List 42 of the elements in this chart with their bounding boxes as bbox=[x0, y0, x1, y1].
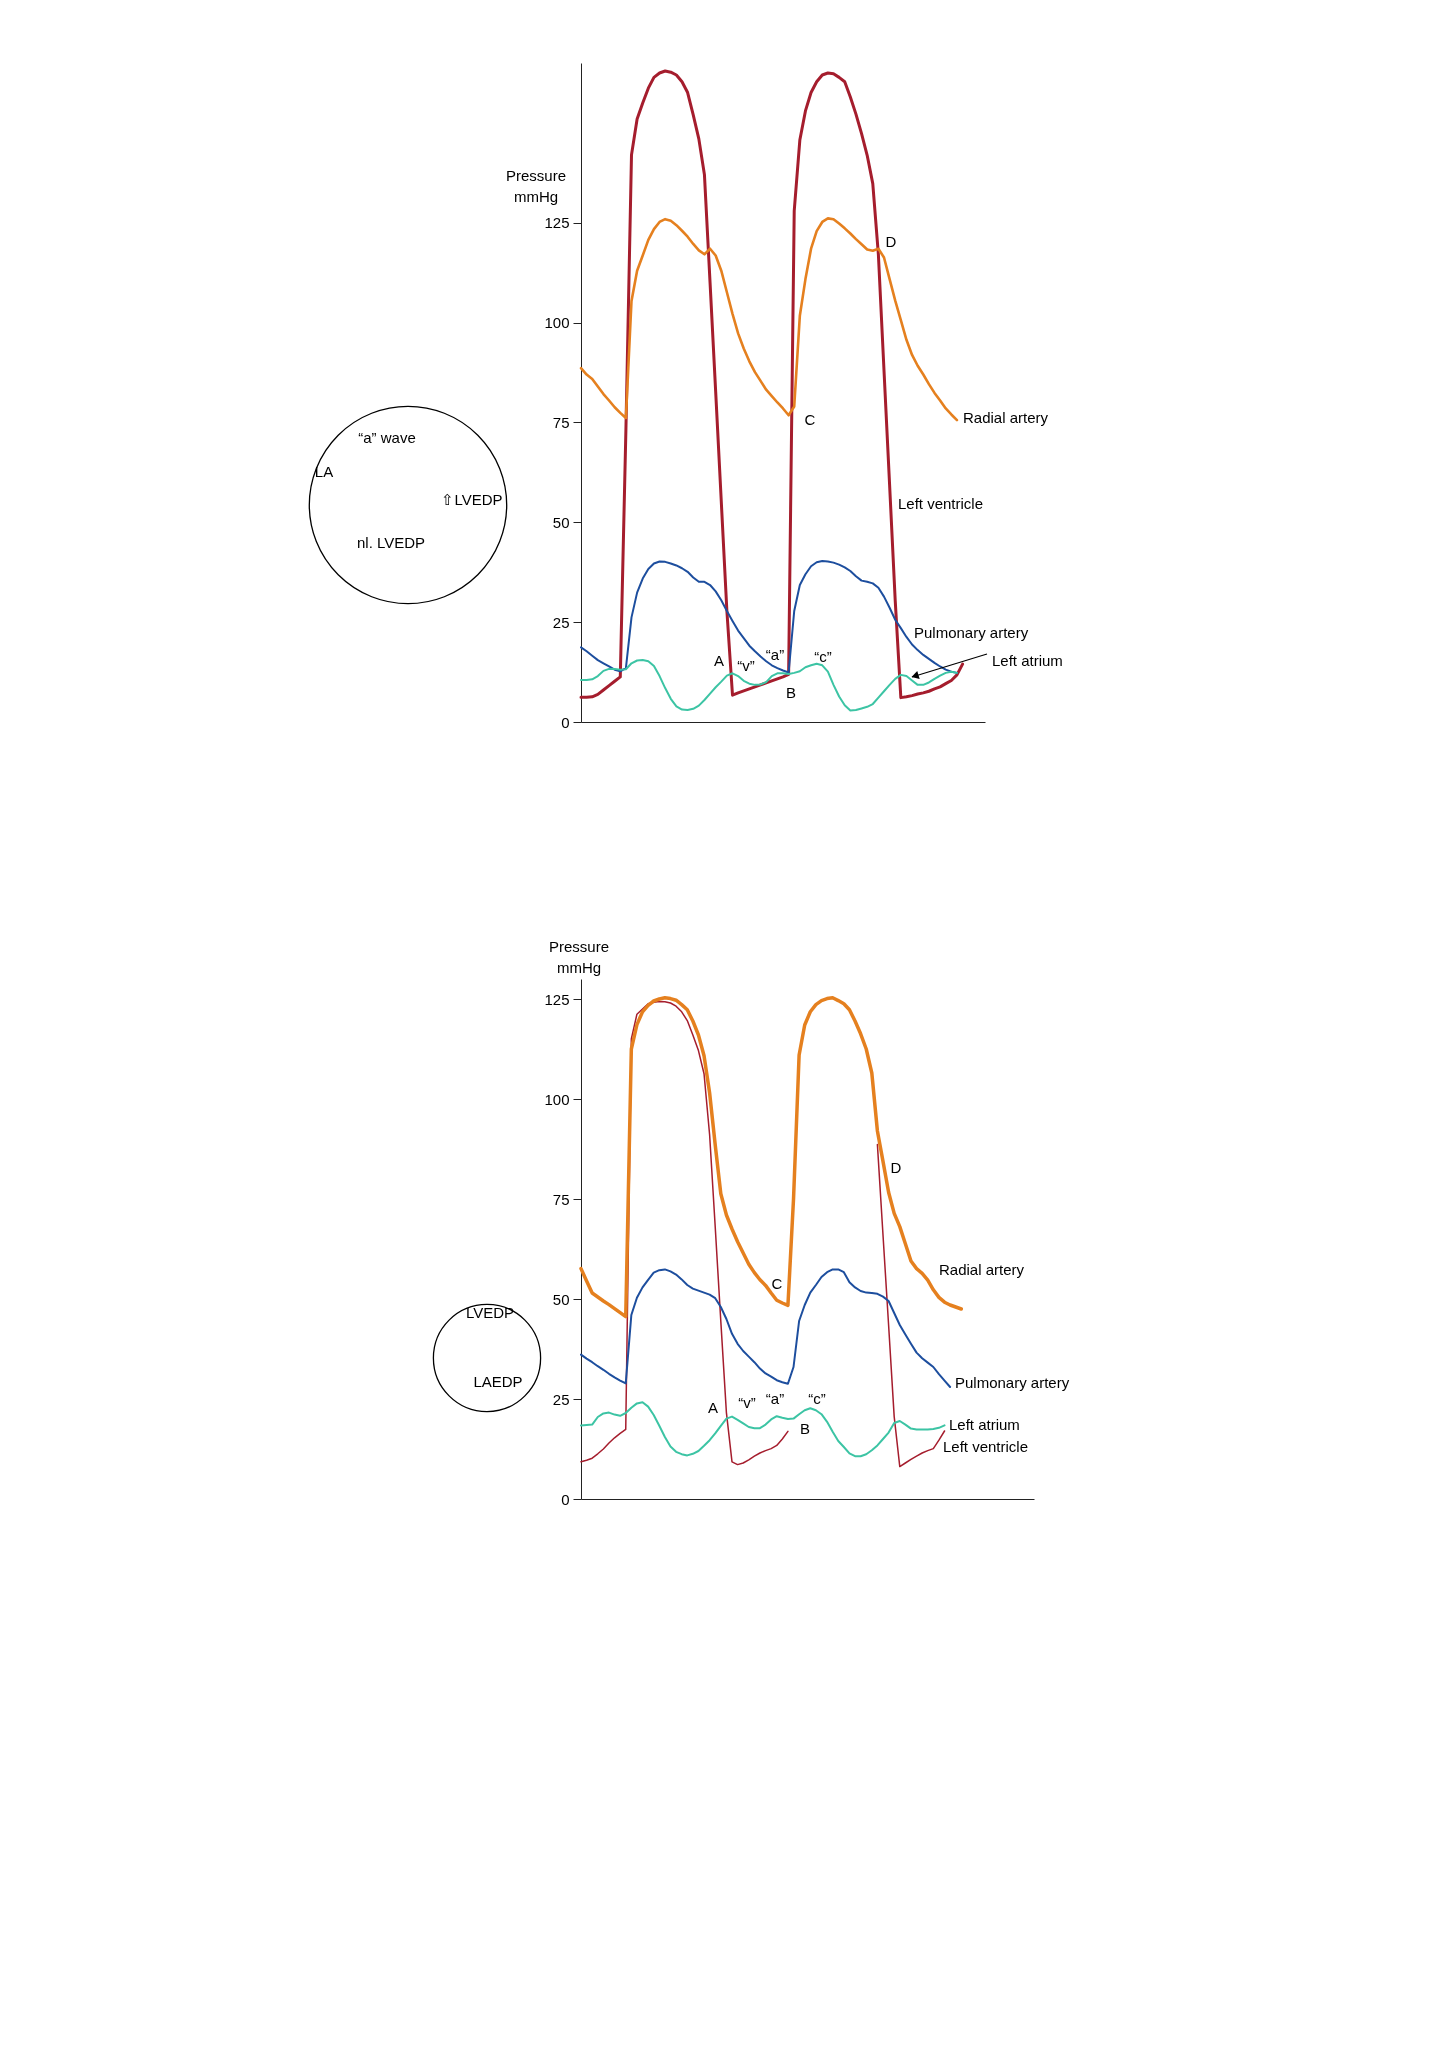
annotation: D bbox=[890, 1159, 902, 1176]
text: Left atrium bbox=[992, 652, 1063, 669]
annotation: B bbox=[799, 1420, 811, 1437]
annotation: “v” bbox=[737, 657, 755, 674]
annotation: A bbox=[707, 1399, 719, 1416]
annotation: “a” bbox=[765, 646, 785, 663]
y-tick-label: 25 bbox=[552, 613, 570, 631]
text: LVEDP bbox=[465, 1304, 515, 1321]
text: LA bbox=[314, 463, 334, 480]
y-tick-label: 50 bbox=[552, 513, 570, 531]
series-label: Radial artery bbox=[939, 1261, 1025, 1278]
series-label: Pulmonary artery bbox=[914, 624, 1029, 641]
series-label: Left atrium bbox=[949, 1416, 1020, 1433]
y-tick-label: 125 bbox=[544, 214, 570, 232]
annotation: “c” bbox=[808, 1390, 826, 1407]
series-label: Left ventricle bbox=[943, 1438, 1029, 1455]
y-tick-label: 0 bbox=[561, 1490, 570, 1508]
y-axis-title: Pressure mmHg bbox=[548, 938, 610, 976]
annotation: “v” bbox=[738, 1394, 756, 1411]
text: LAEDP bbox=[473, 1373, 523, 1390]
annotation: “a” bbox=[765, 1390, 785, 1407]
series-label: Pulmonary artery bbox=[955, 1374, 1070, 1391]
text: “a” wave bbox=[358, 429, 416, 446]
series-label: Radial artery bbox=[963, 409, 1049, 426]
text: nl. LVEDP bbox=[356, 534, 426, 551]
text: ⇧LVEDP bbox=[441, 491, 503, 508]
y-tick-label: 0 bbox=[561, 713, 570, 731]
y-tick-label: 50 bbox=[552, 1290, 570, 1308]
annotation: C bbox=[804, 411, 816, 428]
y-tick-label: 75 bbox=[552, 1190, 570, 1208]
annotation: “c” bbox=[814, 648, 832, 665]
y-tick-label: 75 bbox=[552, 413, 570, 431]
series-label: Left ventricle bbox=[898, 495, 984, 512]
annotation: B bbox=[785, 684, 797, 701]
y-tick-label: 100 bbox=[544, 1090, 570, 1108]
y-tick-label: 100 bbox=[544, 314, 570, 332]
y-tick-label: 25 bbox=[552, 1390, 570, 1408]
y-axis-title: Pressure mmHg bbox=[505, 167, 567, 205]
annotation: D bbox=[885, 233, 897, 250]
annotation: C bbox=[771, 1275, 783, 1292]
y-tick-label: 125 bbox=[544, 990, 570, 1008]
annotation: A bbox=[713, 652, 725, 669]
